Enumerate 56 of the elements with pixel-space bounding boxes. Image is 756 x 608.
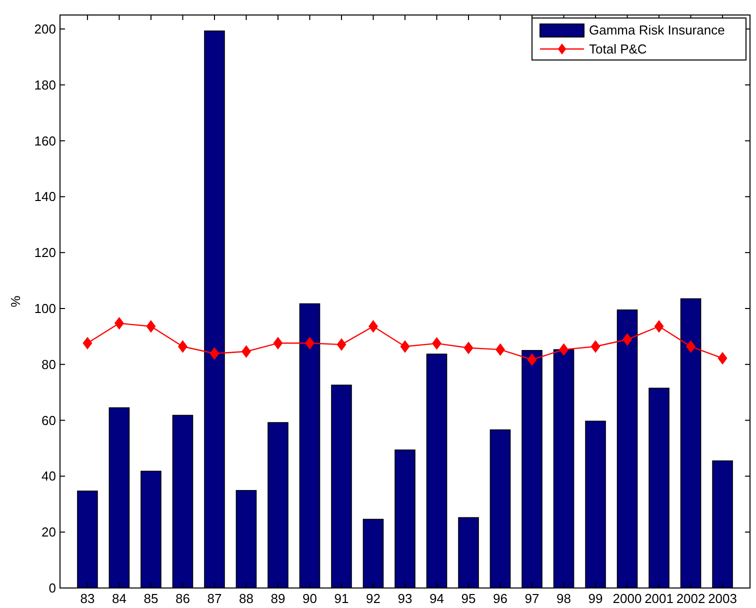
- point: [273, 337, 283, 350]
- x-tick-label: 93: [398, 591, 412, 606]
- x-tick-label: 85: [144, 591, 158, 606]
- point: [432, 337, 442, 350]
- point: [210, 347, 220, 360]
- y-tick-label: 20: [42, 524, 56, 540]
- point: [368, 320, 378, 332]
- x-tick-label: 98: [556, 591, 571, 606]
- y-tick-label: 120: [34, 245, 56, 260]
- x-tick-label: 2000: [612, 591, 642, 606]
- y-tick-label: 200: [34, 22, 56, 37]
- x-tick-label: 90: [302, 591, 317, 606]
- point: [622, 334, 632, 346]
- point: [718, 352, 728, 364]
- point: [178, 340, 188, 352]
- y-tick-label: 140: [34, 189, 56, 204]
- legend-label: Gamma Risk Insurance: [589, 22, 725, 38]
- point: [82, 337, 92, 350]
- y-axis-title: %: [8, 295, 23, 308]
- y-tick-label: 100: [34, 301, 56, 316]
- point: [336, 338, 346, 351]
- y-tick-label: 60: [42, 412, 56, 428]
- point: [305, 337, 314, 350]
- x-tick-label: 92: [366, 591, 380, 606]
- point: [559, 344, 568, 356]
- x-tick-label: 2003: [708, 591, 737, 606]
- y-tick-label: 80: [42, 356, 56, 372]
- x-tick-label: 91: [334, 591, 349, 606]
- x-tick-label: 87: [207, 591, 222, 606]
- x-tick-label: 97: [524, 591, 540, 606]
- x-tick-label: 83: [80, 591, 95, 606]
- x-tick-label: 99: [588, 591, 603, 606]
- x-tick-label: 96: [493, 591, 508, 606]
- legend-label: Total P&C: [589, 42, 647, 57]
- point: [654, 320, 664, 332]
- point: [146, 320, 156, 332]
- y-tick-label: 180: [34, 77, 56, 92]
- point: [686, 340, 696, 352]
- point: [464, 342, 474, 354]
- point: [242, 346, 251, 358]
- y-tick-label: 160: [34, 133, 56, 148]
- x-tick-label: 86: [175, 591, 190, 606]
- x-tick-label: 88: [239, 591, 254, 606]
- x-tick-label: 2002: [676, 591, 706, 606]
- point: [496, 344, 505, 356]
- x-tick-label: 2001: [644, 591, 674, 606]
- y-tick-label: 0: [48, 580, 56, 596]
- point: [527, 354, 537, 366]
- point: [114, 317, 124, 330]
- point: [590, 340, 600, 352]
- point: [400, 340, 410, 352]
- x-tick-label: 94: [430, 591, 444, 606]
- x-tick-label: 89: [270, 591, 286, 606]
- x-tick-label: 84: [112, 591, 126, 606]
- y-tick-label: 40: [42, 468, 56, 484]
- x-tick-label: 95: [461, 591, 476, 606]
